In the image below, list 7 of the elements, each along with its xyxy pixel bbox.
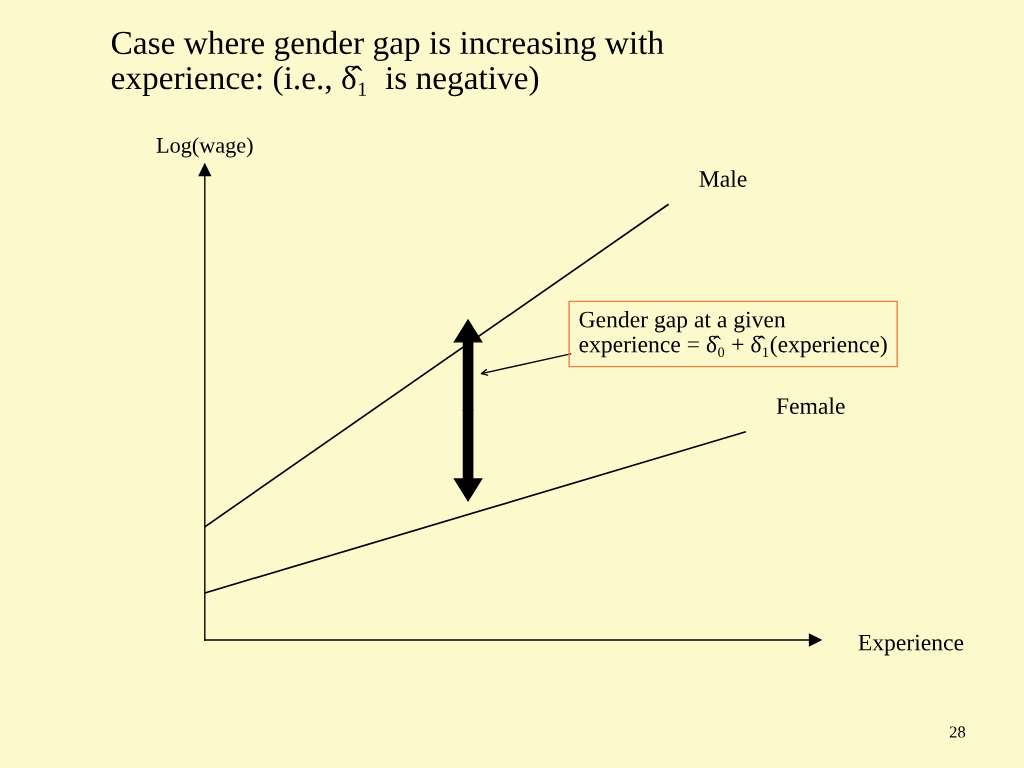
series-label: Male: [699, 170, 747, 187]
y-axis-title: Log(wage): [156, 137, 253, 158]
x-axis-title: Experience: [858, 634, 964, 656]
annotation: Gender gap at a given experience = δ̂₀ + δ̂₁(experience): [579, 310, 887, 358]
chart-title: Case where gender gap is increasing with experience: (i.e., δ̂₁ is negative): [111, 30, 664, 97]
text: 28: [949, 726, 966, 738]
series-label: Female: [776, 397, 845, 415]
